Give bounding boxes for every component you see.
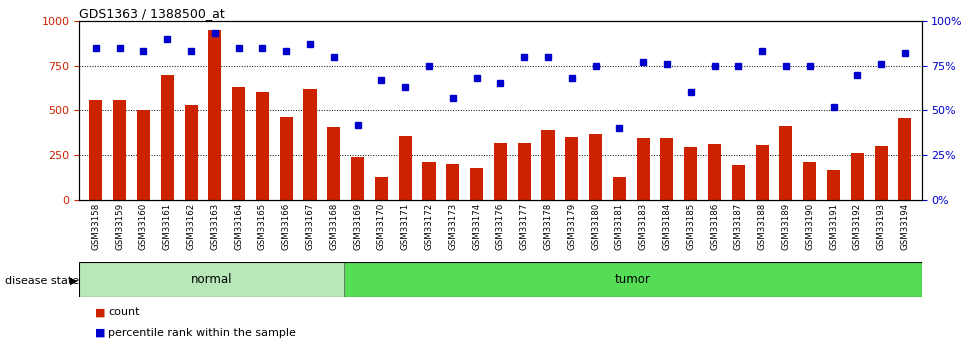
- Bar: [612, 177, 626, 200]
- Text: GSM33178: GSM33178: [544, 203, 553, 250]
- Text: GSM33159: GSM33159: [115, 203, 125, 250]
- Text: GSM33177: GSM33177: [520, 203, 528, 250]
- Bar: [708, 145, 721, 200]
- Text: GSM33190: GSM33190: [806, 203, 814, 250]
- Bar: [303, 89, 317, 200]
- Text: GSM33180: GSM33180: [591, 203, 600, 250]
- Bar: [351, 157, 364, 200]
- Text: GSM33191: GSM33191: [829, 203, 838, 250]
- Bar: [898, 118, 912, 200]
- Text: GSM33176: GSM33176: [496, 203, 505, 250]
- Text: GSM33184: GSM33184: [663, 203, 671, 250]
- Bar: [280, 117, 293, 200]
- Text: GSM33179: GSM33179: [567, 203, 577, 250]
- Bar: [375, 177, 388, 200]
- Bar: [160, 75, 174, 200]
- Text: GSM33185: GSM33185: [686, 203, 696, 250]
- Text: disease state: disease state: [5, 276, 79, 286]
- Bar: [113, 100, 127, 200]
- Bar: [327, 127, 340, 200]
- Bar: [661, 138, 673, 200]
- Text: GSM33160: GSM33160: [139, 203, 148, 250]
- Text: GSM33167: GSM33167: [305, 203, 315, 250]
- Text: GSM33189: GSM33189: [781, 203, 790, 250]
- Text: GSM33186: GSM33186: [710, 203, 719, 250]
- Text: ▶: ▶: [70, 276, 77, 286]
- Bar: [422, 162, 436, 200]
- Bar: [780, 126, 792, 200]
- Text: GSM33193: GSM33193: [876, 203, 886, 250]
- Text: GSM33181: GSM33181: [615, 203, 624, 250]
- Bar: [137, 110, 150, 200]
- Bar: [89, 100, 102, 200]
- Bar: [256, 92, 269, 200]
- Text: GSM33165: GSM33165: [258, 203, 267, 250]
- Bar: [827, 170, 840, 200]
- Text: GSM33174: GSM33174: [472, 203, 481, 250]
- Bar: [803, 161, 816, 200]
- Text: percentile rank within the sample: percentile rank within the sample: [108, 328, 296, 338]
- Text: GSM33168: GSM33168: [329, 203, 338, 250]
- Bar: [79, 262, 344, 297]
- Bar: [851, 152, 864, 200]
- Bar: [399, 136, 412, 200]
- Bar: [232, 87, 245, 200]
- Text: GSM33192: GSM33192: [853, 203, 862, 250]
- Bar: [541, 130, 554, 200]
- Bar: [732, 165, 745, 200]
- Text: GSM33187: GSM33187: [734, 203, 743, 250]
- Text: GSM33173: GSM33173: [448, 203, 457, 250]
- Text: GSM33188: GSM33188: [757, 203, 767, 250]
- Text: GSM33183: GSM33183: [639, 203, 647, 250]
- Text: GSM33163: GSM33163: [211, 203, 219, 250]
- Text: GDS1363 / 1388500_at: GDS1363 / 1388500_at: [79, 7, 225, 20]
- Bar: [589, 134, 602, 200]
- Text: GSM33169: GSM33169: [354, 203, 362, 250]
- Bar: [637, 138, 650, 200]
- Bar: [446, 164, 460, 200]
- Bar: [874, 146, 888, 200]
- Text: ■: ■: [95, 328, 105, 338]
- Bar: [344, 262, 922, 297]
- Text: count: count: [108, 307, 140, 317]
- Text: GSM33170: GSM33170: [377, 203, 385, 250]
- Text: GSM33171: GSM33171: [401, 203, 410, 250]
- Bar: [209, 30, 221, 200]
- Text: GSM33158: GSM33158: [92, 203, 100, 250]
- Text: GSM33162: GSM33162: [186, 203, 195, 250]
- Bar: [470, 168, 483, 200]
- Bar: [494, 143, 507, 200]
- Bar: [518, 143, 530, 200]
- Text: GSM33166: GSM33166: [282, 203, 291, 250]
- Text: GSM33194: GSM33194: [900, 203, 909, 250]
- Bar: [755, 145, 769, 200]
- Text: GSM33172: GSM33172: [424, 203, 434, 250]
- Text: normal: normal: [191, 273, 233, 286]
- Text: GSM33164: GSM33164: [234, 203, 243, 250]
- Bar: [185, 105, 198, 200]
- Bar: [565, 137, 579, 200]
- Text: ■: ■: [95, 307, 105, 317]
- Bar: [684, 147, 697, 200]
- Text: GSM33161: GSM33161: [162, 203, 172, 250]
- Text: tumor: tumor: [614, 273, 651, 286]
